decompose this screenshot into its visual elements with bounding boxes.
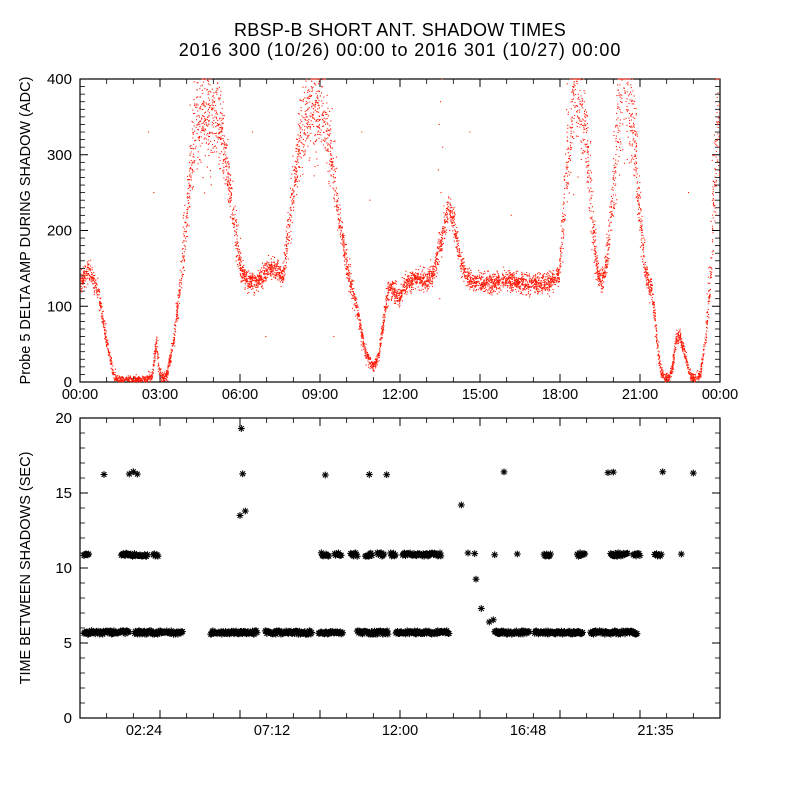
svg-text:2016 300 (10/26) 00:00 to 2016: 2016 300 (10/26) 00:00 to 2016 301 (10/2… [179,40,622,60]
svg-text:03:00: 03:00 [142,387,178,403]
svg-text:12:00: 12:00 [382,723,418,739]
svg-text:00:00: 00:00 [702,387,738,403]
svg-text:15:00: 15:00 [462,387,498,403]
svg-text:5: 5 [64,635,72,652]
svg-text:200: 200 [47,223,72,240]
svg-text:18:00: 18:00 [542,387,578,403]
svg-text:10: 10 [55,560,72,577]
svg-text:Probe 5 DELTA AMP DURING SHADO: Probe 5 DELTA AMP DURING SHADOW (ADC) [18,77,34,385]
svg-text:12:00: 12:00 [382,387,418,403]
svg-text:TIME BETWEEN SHADOWS (SEC): TIME BETWEEN SHADOWS (SEC) [18,452,34,685]
svg-text:20: 20 [55,410,72,427]
svg-text:100: 100 [47,298,72,315]
svg-text:02:24: 02:24 [126,723,162,739]
svg-text:16:48: 16:48 [510,723,546,739]
svg-text:0: 0 [64,710,72,727]
svg-text:00:00: 00:00 [62,387,98,403]
svg-text:07:12: 07:12 [254,723,290,739]
svg-text:21:35: 21:35 [637,723,673,739]
svg-text:300: 300 [47,147,72,164]
svg-text:06:00: 06:00 [222,387,258,403]
svg-text:09:00: 09:00 [302,387,338,403]
svg-text:21:00: 21:00 [622,387,658,403]
svg-text:400: 400 [47,71,72,88]
svg-text:RBSP-B SHORT ANT. SHADOW TIMES: RBSP-B SHORT ANT. SHADOW TIMES [234,20,566,40]
svg-text:15: 15 [55,485,72,502]
